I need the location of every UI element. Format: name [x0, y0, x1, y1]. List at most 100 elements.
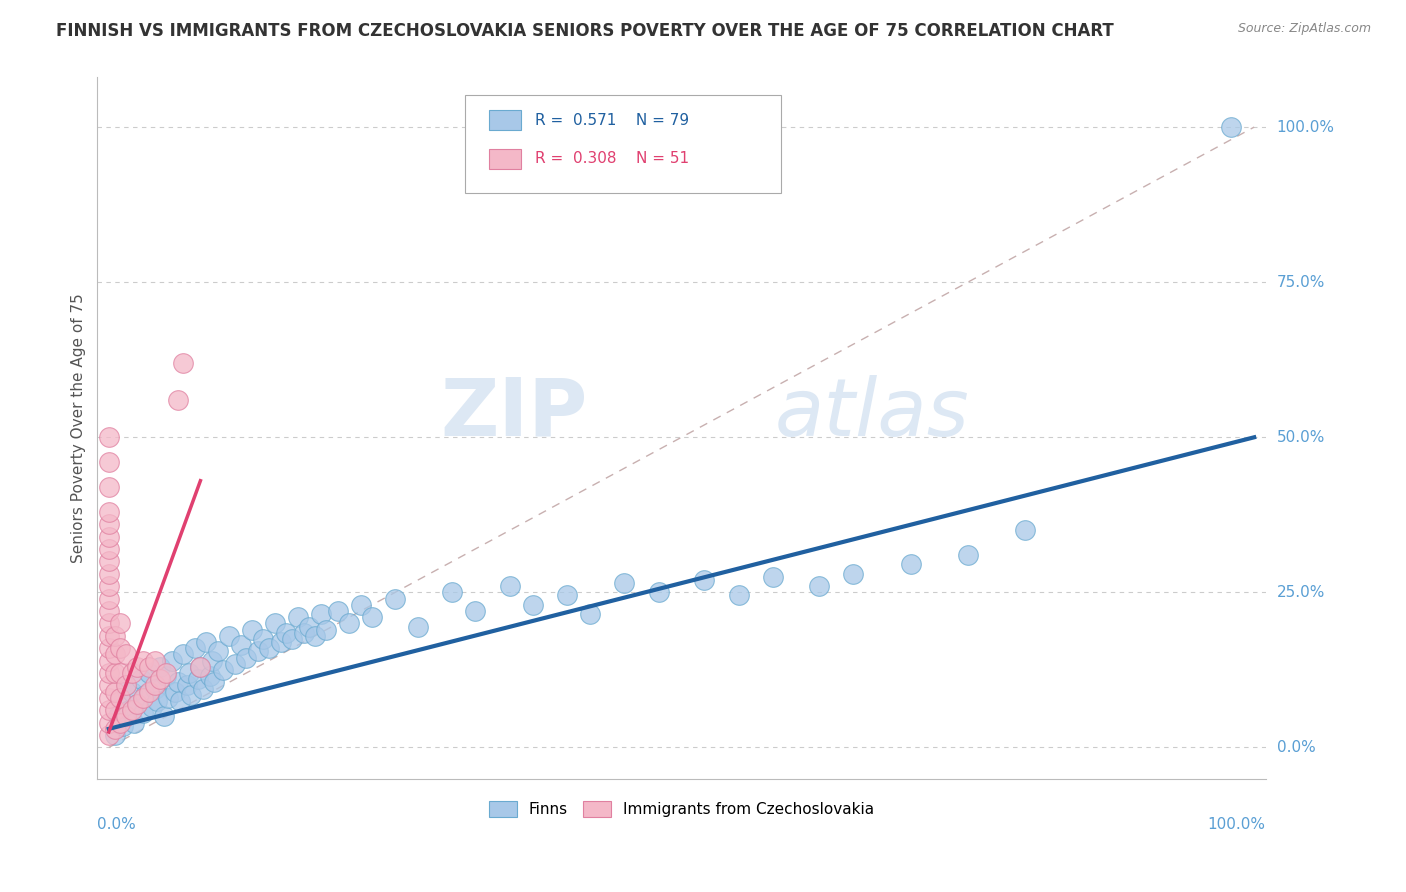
Point	[276, 625, 298, 640]
Point	[111, 719, 134, 733]
Text: 100.0%: 100.0%	[1277, 120, 1334, 135]
Point	[97, 541, 120, 556]
Point	[132, 706, 155, 721]
Point	[218, 629, 240, 643]
Point	[172, 648, 194, 662]
Point	[315, 623, 337, 637]
Text: atlas: atlas	[775, 375, 970, 453]
Text: FINNISH VS IMMIGRANTS FROM CZECHOSLOVAKIA SENIORS POVERTY OVER THE AGE OF 75 COR: FINNISH VS IMMIGRANTS FROM CZECHOSLOVAKI…	[56, 22, 1114, 40]
Point	[118, 703, 141, 717]
Point	[143, 654, 166, 668]
Text: 100.0%: 100.0%	[1208, 817, 1265, 832]
Legend: Finns, Immigrants from Czechoslovakia: Finns, Immigrants from Czechoslovakia	[482, 796, 880, 823]
Point	[138, 660, 160, 674]
Point	[146, 694, 169, 708]
Point	[180, 688, 202, 702]
Point	[122, 715, 145, 730]
Text: R =  0.571    N = 79: R = 0.571 N = 79	[536, 112, 689, 128]
Text: Source: ZipAtlas.com: Source: ZipAtlas.com	[1237, 22, 1371, 36]
Point	[166, 392, 188, 407]
Point	[176, 678, 198, 692]
Point	[103, 728, 125, 742]
Point	[141, 700, 163, 714]
Text: R =  0.308    N = 51: R = 0.308 N = 51	[536, 152, 689, 166]
Point	[143, 681, 166, 696]
Point	[361, 610, 384, 624]
Point	[441, 585, 464, 599]
Point	[115, 709, 138, 723]
Point	[110, 690, 132, 705]
Point	[165, 684, 187, 698]
Point	[191, 681, 214, 696]
Point	[807, 579, 830, 593]
Point	[246, 644, 269, 658]
Point	[177, 666, 200, 681]
Point	[103, 629, 125, 643]
Point	[129, 672, 152, 686]
Point	[97, 517, 120, 532]
Point	[384, 591, 406, 606]
Point	[207, 644, 229, 658]
Text: ZIP: ZIP	[441, 375, 588, 453]
Point	[97, 604, 120, 618]
Point	[166, 675, 188, 690]
Point	[103, 703, 125, 717]
Point	[115, 678, 138, 692]
Point	[121, 666, 143, 681]
Point	[304, 629, 326, 643]
Point	[103, 666, 125, 681]
Point	[97, 430, 120, 444]
Point	[97, 505, 120, 519]
Point	[240, 623, 263, 637]
Point	[201, 654, 224, 668]
Point	[138, 666, 160, 681]
Point	[97, 591, 120, 606]
Point	[762, 570, 785, 584]
Point	[97, 616, 120, 631]
Point	[127, 697, 149, 711]
Point	[224, 657, 246, 671]
Point	[110, 715, 132, 730]
Text: 75.0%: 75.0%	[1277, 275, 1324, 290]
Point	[103, 722, 125, 736]
Point	[107, 709, 129, 723]
Point	[97, 579, 120, 593]
Point	[350, 598, 373, 612]
Point	[499, 579, 522, 593]
Point	[406, 619, 429, 633]
Point	[103, 648, 125, 662]
Text: 0.0%: 0.0%	[1277, 740, 1316, 755]
Point	[121, 684, 143, 698]
Point	[97, 455, 120, 469]
Point	[110, 690, 132, 705]
Point	[97, 678, 120, 692]
Point	[155, 666, 177, 681]
Bar	[489, 111, 522, 130]
FancyBboxPatch shape	[465, 95, 780, 193]
Point	[149, 672, 172, 686]
Point	[97, 666, 120, 681]
Point	[169, 694, 191, 708]
Point	[155, 669, 177, 683]
Point	[727, 589, 749, 603]
Point	[132, 654, 155, 668]
Point	[97, 703, 120, 717]
Point	[143, 678, 166, 692]
Point	[97, 554, 120, 568]
Point	[195, 635, 218, 649]
Text: 25.0%: 25.0%	[1277, 585, 1324, 600]
Point	[115, 678, 138, 692]
Point	[97, 715, 120, 730]
Point	[264, 616, 287, 631]
Point	[298, 619, 321, 633]
Point	[287, 610, 309, 624]
Point	[152, 709, 174, 723]
Point	[1014, 524, 1036, 538]
Point	[110, 641, 132, 656]
Point	[252, 632, 274, 646]
Point	[172, 356, 194, 370]
Point	[132, 690, 155, 705]
Point	[555, 589, 578, 603]
Point	[693, 573, 716, 587]
Point	[127, 697, 149, 711]
